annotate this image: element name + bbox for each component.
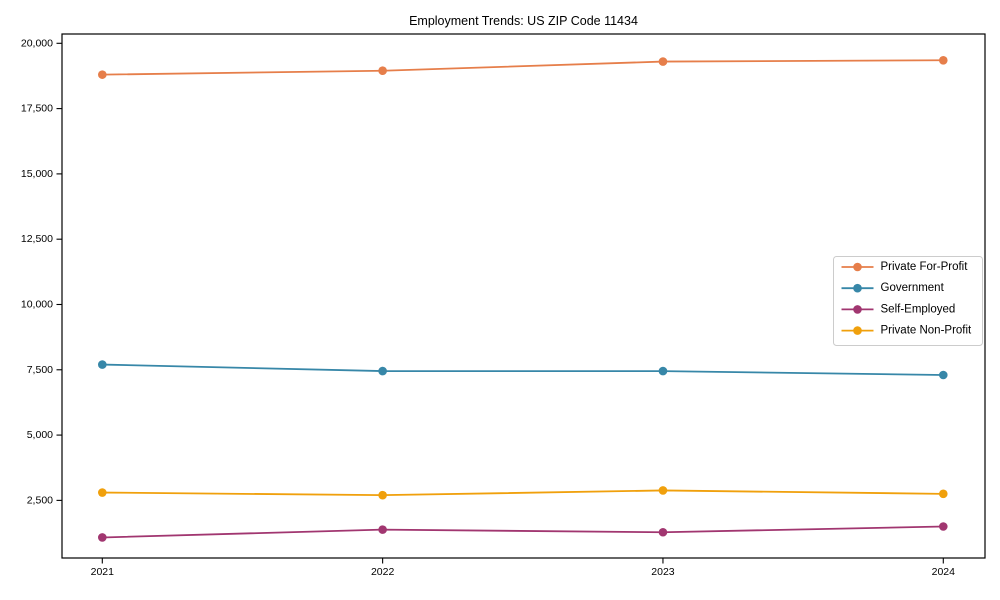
chart-title: Employment Trends: US ZIP Code 11434 [409, 14, 638, 28]
series-point [378, 366, 387, 376]
y-tick-label: 5,000 [27, 429, 53, 441]
legend-label: Private Non-Profit [881, 325, 973, 337]
series-point [658, 527, 668, 537]
series-point [938, 370, 948, 380]
series-point [938, 489, 948, 499]
legend-sample-marker [853, 262, 862, 272]
y-tick-label: 20,000 [21, 37, 53, 49]
y-tick-label: 15,000 [21, 168, 53, 180]
y-tick-label: 7,500 [27, 364, 53, 376]
series-point [98, 488, 107, 497]
y-tick-label: 17,500 [21, 103, 53, 115]
x-tick-label: 2024 [932, 566, 956, 578]
legend-sample-marker [853, 326, 862, 335]
x-tick-label: 2022 [371, 566, 395, 578]
series-point [98, 533, 107, 542]
series-line [102, 489, 944, 497]
x-tick-label: 2021 [91, 566, 115, 578]
series-point [938, 55, 948, 65]
legend-label: Private For-Profit [881, 261, 969, 273]
series-line [102, 525, 944, 539]
series-point [658, 366, 668, 376]
series-point [378, 525, 387, 534]
series-point [98, 70, 107, 79]
series-point [938, 522, 948, 531]
y-tick-label: 2,500 [27, 494, 53, 506]
legend-box [833, 256, 983, 346]
x-tick-label: 2023 [651, 566, 675, 578]
series-line [102, 363, 944, 376]
series-point [658, 57, 668, 66]
legend-label: Government [881, 282, 945, 294]
y-tick-label: 12,500 [21, 233, 53, 245]
legend-sample-marker [853, 305, 862, 314]
series-line [102, 59, 944, 76]
series-point [378, 490, 387, 500]
legend-sample-marker [853, 283, 862, 293]
series-point [98, 360, 107, 369]
plot-border [61, 33, 986, 559]
legend-label: Self-Employed [881, 303, 956, 315]
y-tick-label: 10,000 [21, 298, 53, 310]
series-point [658, 486, 668, 495]
series-point [378, 66, 387, 76]
